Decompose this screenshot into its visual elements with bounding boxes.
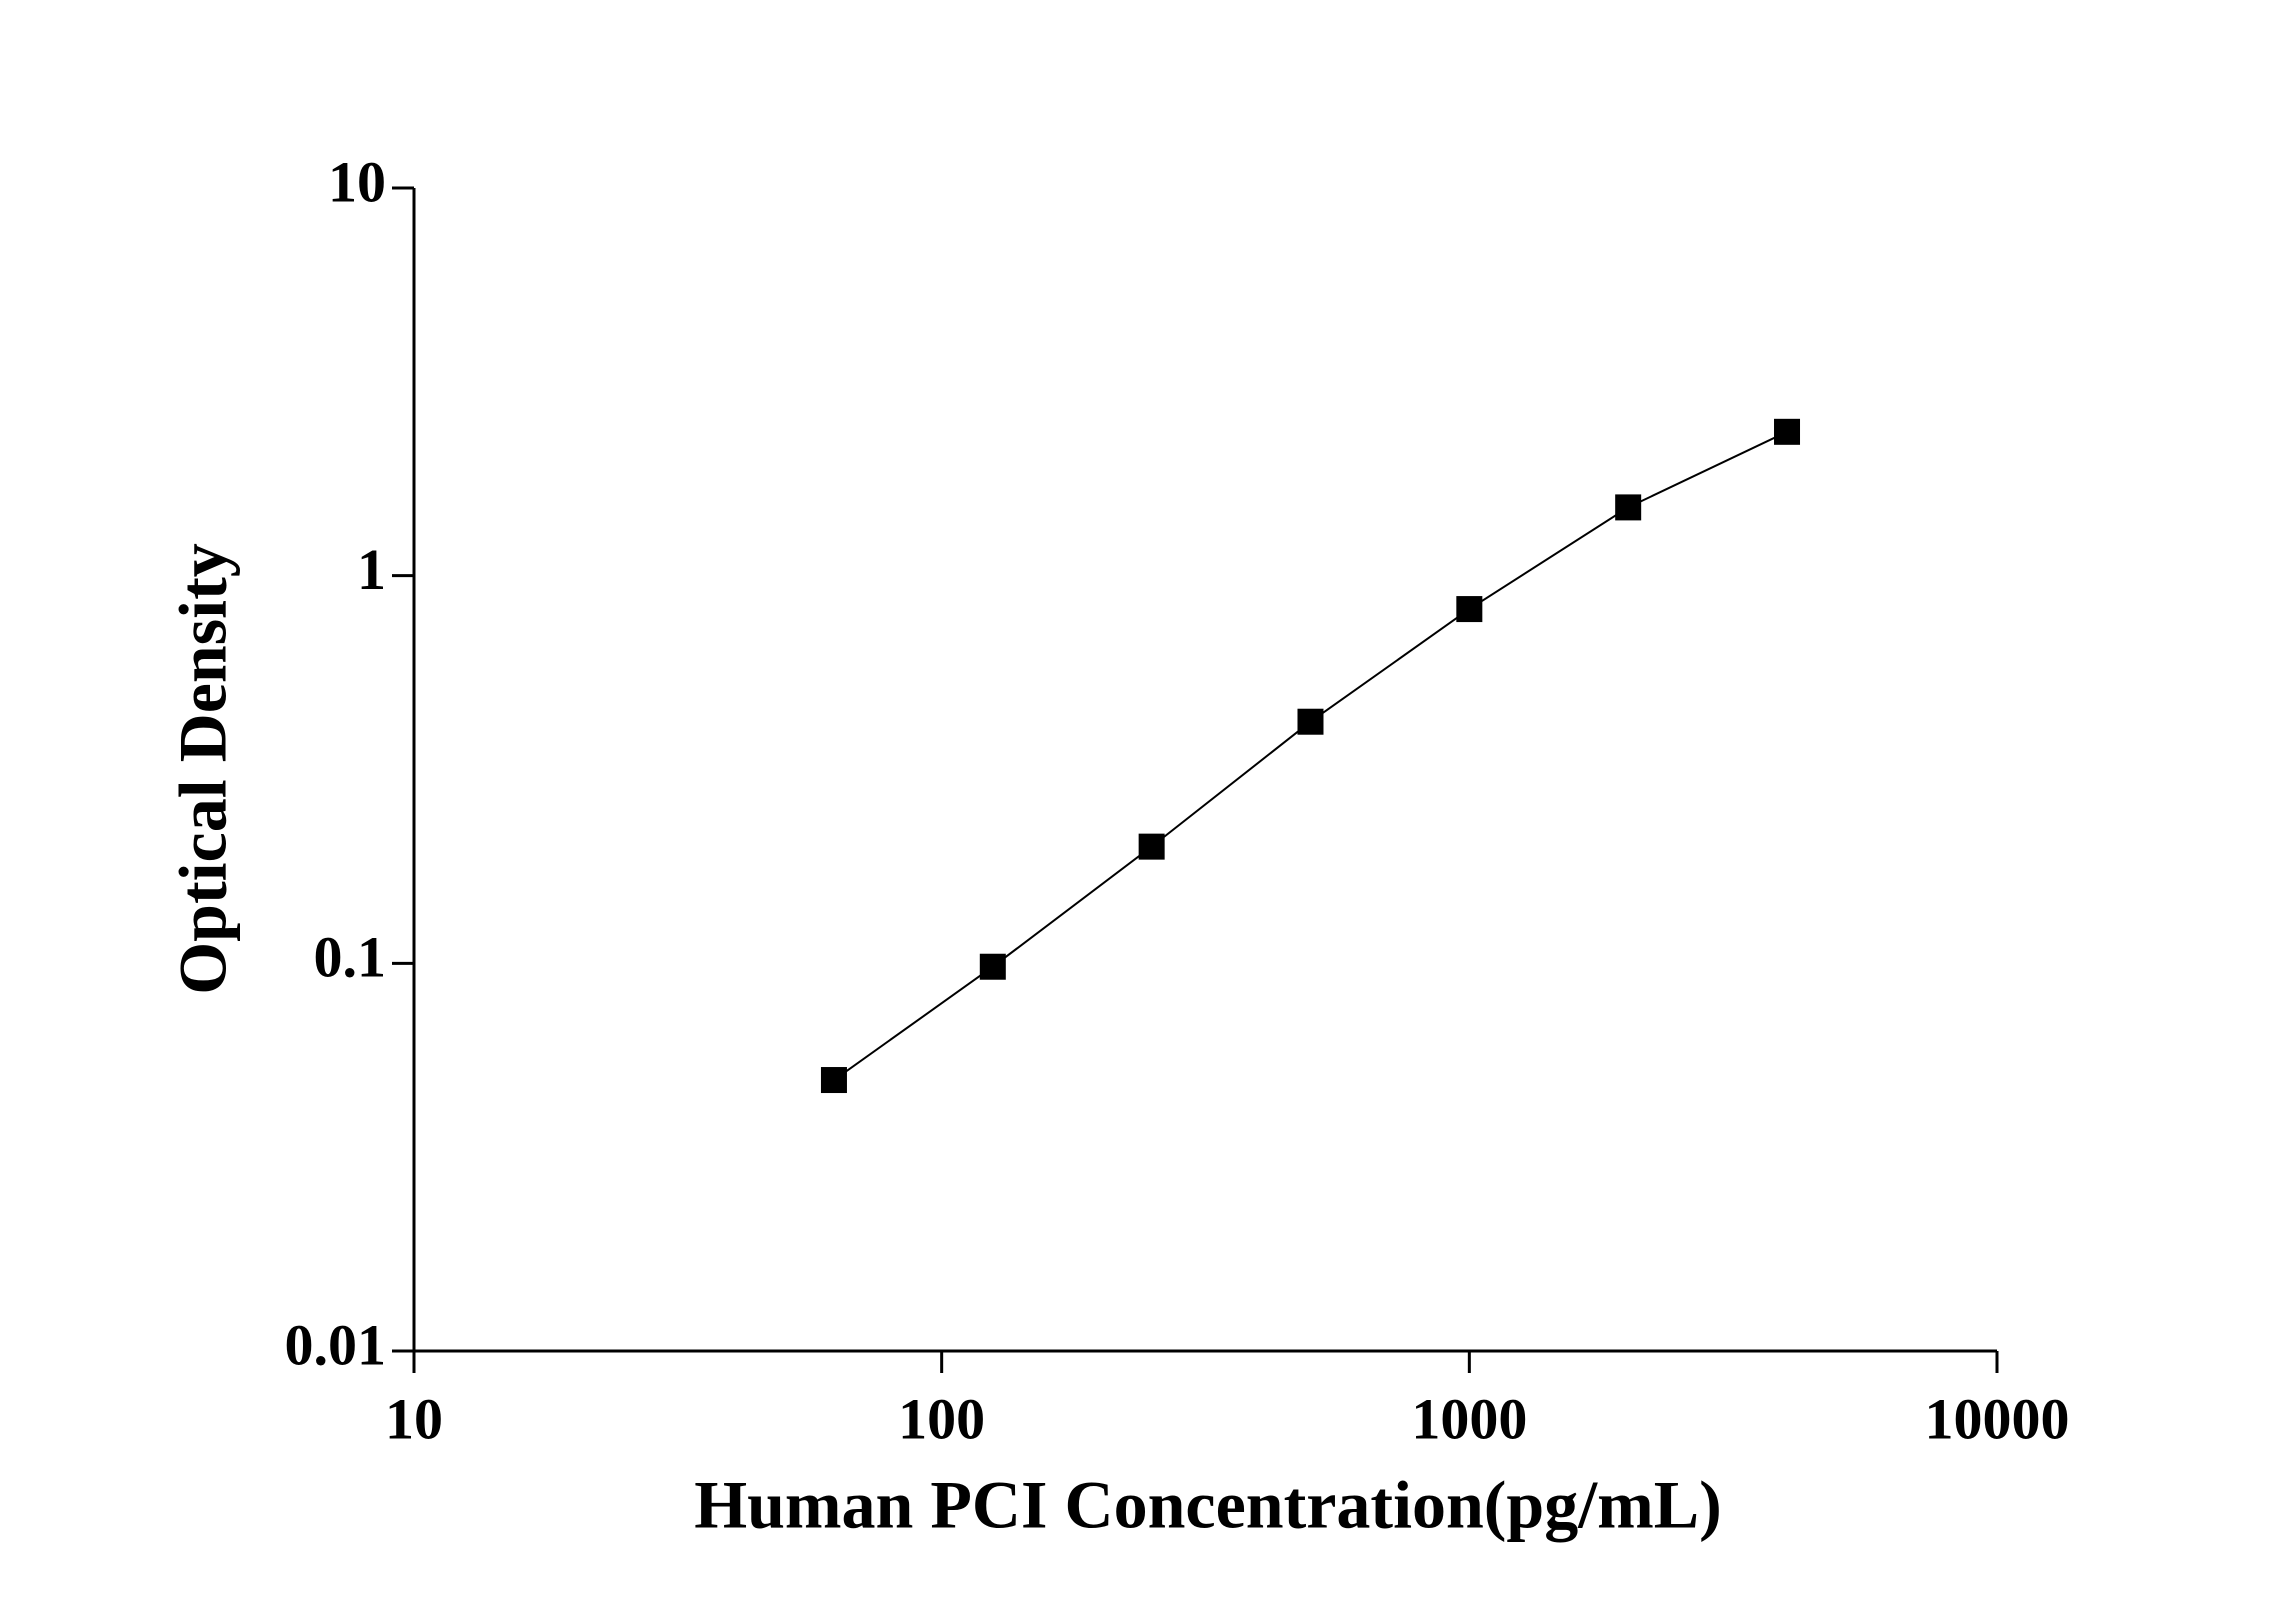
y-tick-label: 0.01 [285, 1312, 387, 1377]
x-tick-label: 10000 [1925, 1386, 2070, 1451]
y-tick-label: 10 [328, 149, 386, 214]
marker [1456, 596, 1483, 623]
x-tick-label: 100 [898, 1386, 985, 1451]
x-tick-label: 10 [385, 1386, 443, 1451]
y-tick-label: 0.1 [314, 925, 387, 990]
x-tick-label: 1000 [1411, 1386, 1527, 1451]
marker [979, 953, 1006, 980]
marker [1615, 494, 1642, 521]
marker [1297, 708, 1324, 735]
y-tick-label: 1 [357, 537, 386, 602]
series-line [833, 430, 1788, 1081]
marker [1774, 418, 1801, 445]
x-axis-title: Human PCI Concentration(pg/mL) [694, 1467, 1722, 1543]
marker [1138, 833, 1165, 860]
marker [820, 1067, 847, 1094]
y-axis-title: Optical Density [165, 543, 241, 994]
